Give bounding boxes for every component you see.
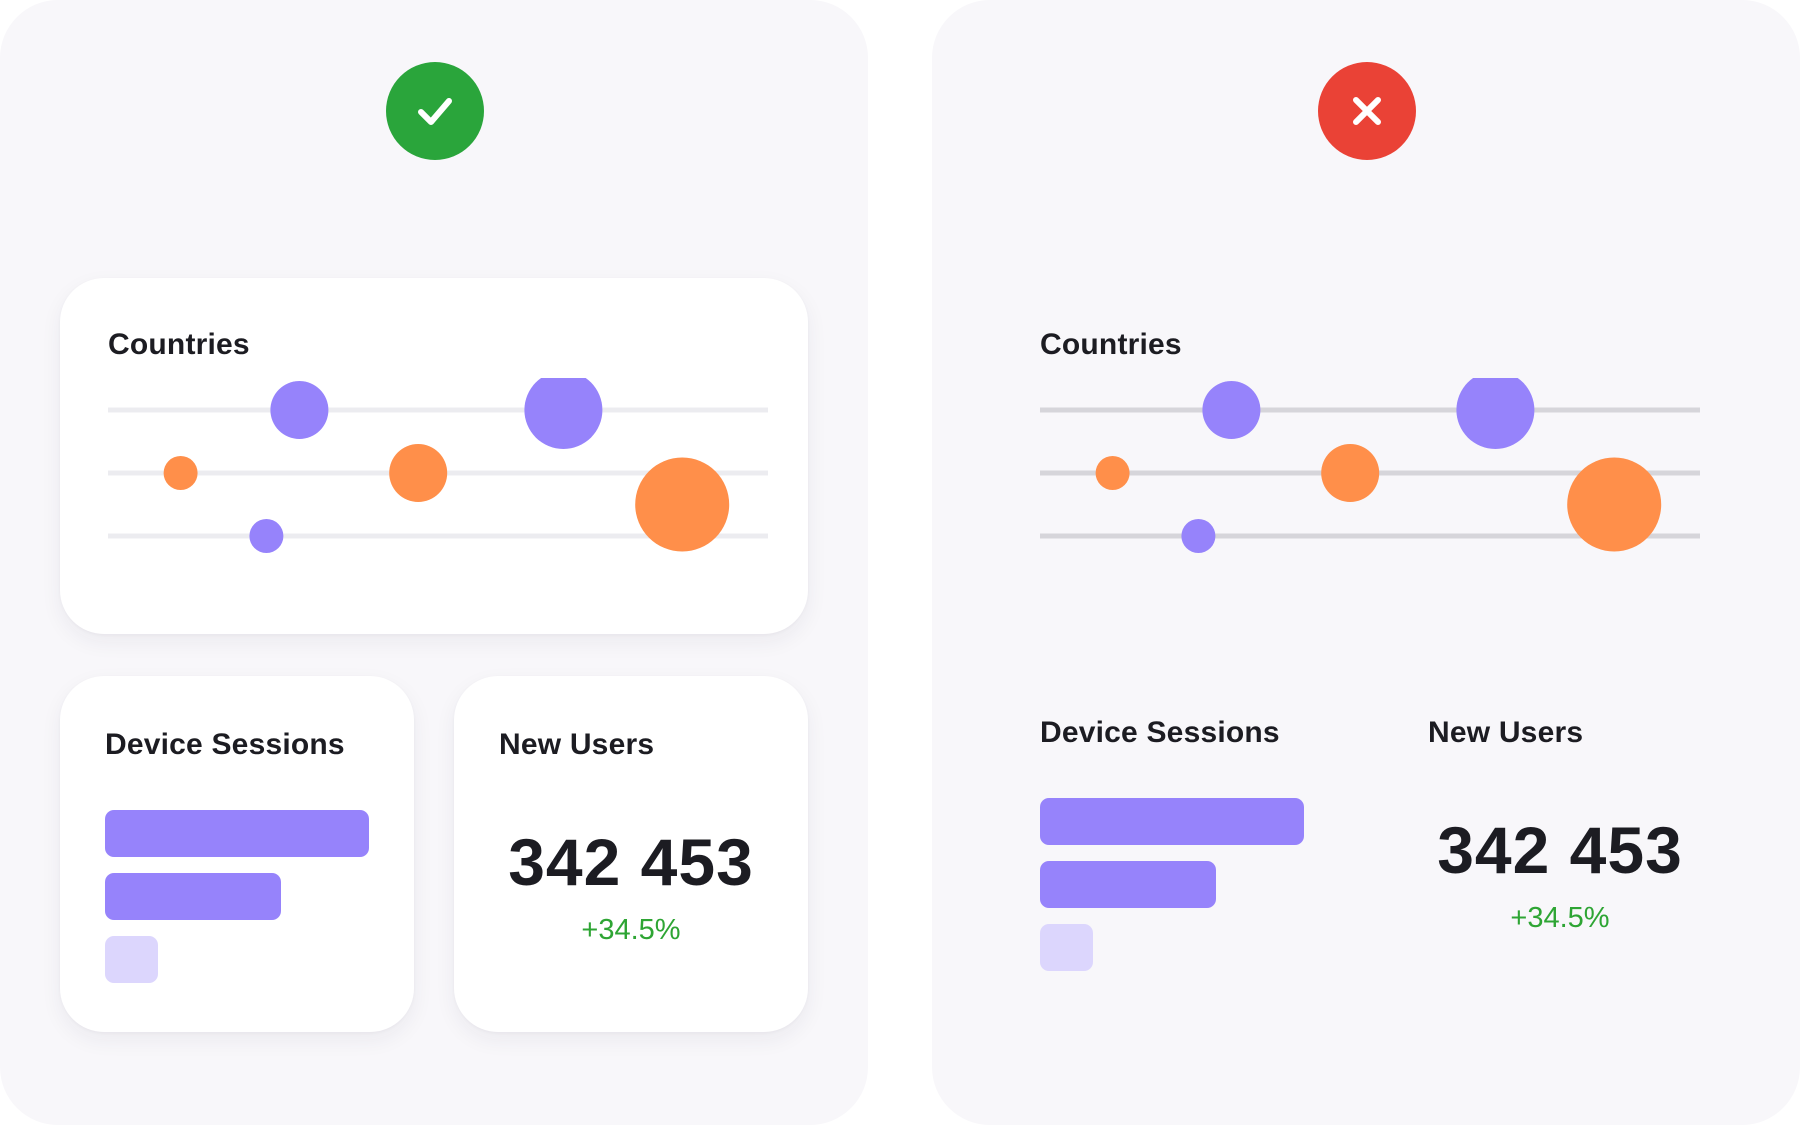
- new-users-value: 342 453: [1437, 813, 1683, 887]
- chart-bubble-orange: [1321, 444, 1380, 502]
- new-users-title: New Users: [499, 728, 655, 761]
- device-sessions-section: Device Sessions: [932, 664, 1352, 1004]
- chart-bubble-purple: [270, 381, 329, 439]
- chart-bubble-purple: [524, 378, 603, 449]
- chart-bubble-orange: [635, 457, 730, 552]
- new-users-title: New Users: [1428, 716, 1584, 749]
- new-users-section: New Users 342 453 +34.5%: [1352, 664, 1772, 1004]
- device-bar-1: [105, 810, 369, 857]
- check-icon: [386, 62, 484, 160]
- countries-card: Countries: [60, 278, 808, 634]
- countries-title: Countries: [108, 328, 250, 361]
- new-users-value: 342 453: [508, 825, 754, 899]
- chart-bubble-orange: [1567, 457, 1662, 552]
- device-bar-3: [1040, 924, 1093, 971]
- chart-bubble-orange: [163, 456, 198, 490]
- countries-title: Countries: [1040, 328, 1182, 361]
- device-bar-1: [1040, 798, 1304, 845]
- countries-chart: [1040, 378, 1700, 553]
- new-users-card: New Users 342 453 +34.5%: [454, 676, 808, 1032]
- new-users-change: +34.5%: [581, 914, 681, 946]
- bad-example-panel: Countries Device Sessions New Users 342 …: [932, 0, 1800, 1125]
- chart-bubble-orange: [1095, 456, 1130, 490]
- chart-bubble-purple: [1181, 519, 1216, 553]
- device-bar-2: [1040, 861, 1216, 908]
- chart-bubble-orange: [389, 444, 448, 502]
- chart-bubble-purple: [1202, 381, 1261, 439]
- device-bar-2: [105, 873, 281, 920]
- good-example-panel: Countries Device Sessions New Users 342 …: [0, 0, 868, 1125]
- close-icon: [1318, 62, 1416, 160]
- device-bar-3: [105, 936, 158, 983]
- chart-bubble-purple: [249, 519, 284, 553]
- device-sessions-card: Device Sessions: [60, 676, 414, 1032]
- device-sessions-title: Device Sessions: [105, 728, 345, 761]
- countries-section: Countries: [932, 278, 1800, 634]
- new-users-change: +34.5%: [1510, 902, 1610, 934]
- countries-chart: [108, 378, 768, 553]
- device-sessions-title: Device Sessions: [1040, 716, 1280, 749]
- chart-bubble-purple: [1456, 378, 1535, 449]
